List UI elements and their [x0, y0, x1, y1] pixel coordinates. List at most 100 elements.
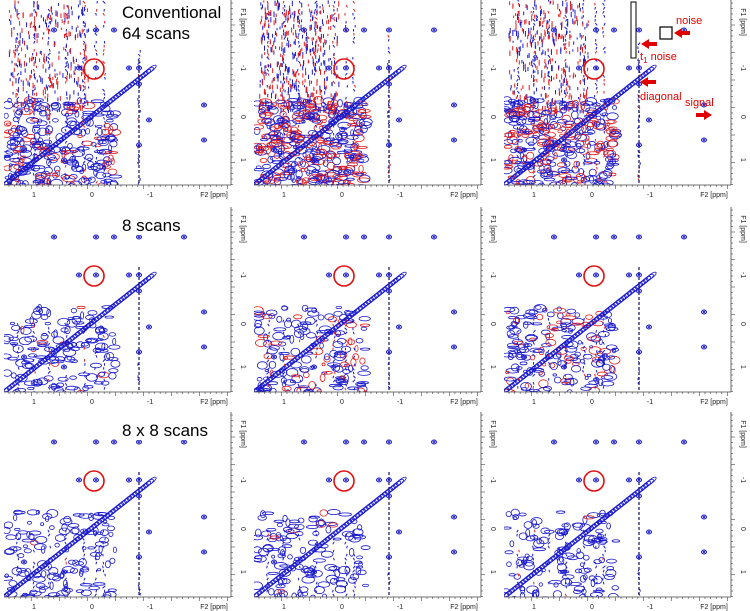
noise-streak [82, 12, 85, 16]
contour [55, 590, 69, 597]
contour [278, 351, 290, 356]
noise-streak [47, 24, 50, 28]
contour [82, 385, 89, 392]
x-tick-label: 1 [282, 399, 286, 406]
contour [101, 342, 106, 352]
contour [4, 335, 11, 345]
noise-streak [352, 0, 356, 4]
noise-streak [532, 10, 535, 14]
y-tick-label: 1 [739, 365, 746, 369]
diagonal-contour [360, 92, 372, 102]
diagonal-contour [140, 69, 152, 78]
noise-streak [564, 349, 568, 353]
peak [202, 310, 206, 314]
contour [276, 315, 283, 323]
noise-streak [602, 357, 606, 361]
contour [337, 139, 349, 144]
contour [4, 112, 9, 119]
noise-streak [602, 349, 606, 353]
noise-streak [602, 2, 605, 6]
contour [307, 310, 320, 317]
noise-streak [516, 122, 520, 126]
noise-streak [17, 16, 20, 20]
noise-streak [83, 92, 86, 96]
contour [97, 138, 109, 147]
contour [27, 353, 38, 358]
noise-streak [596, 333, 598, 337]
noise-streak [353, 8, 356, 12]
diagonal-contour [621, 291, 633, 300]
peak [594, 66, 598, 70]
contour [592, 122, 605, 130]
peak [432, 28, 436, 32]
noise-streak [594, 321, 597, 325]
contour [101, 594, 112, 597]
peak [93, 234, 99, 240]
noise-streak [352, 319, 354, 323]
contour [67, 183, 75, 185]
contour [62, 348, 77, 357]
contour [46, 509, 59, 518]
y-axis-label: F1 [ppm] [739, 8, 746, 36]
contour [560, 322, 568, 331]
contour [520, 387, 528, 391]
contour [299, 368, 310, 373]
noise-streak [549, 182, 551, 185]
contour [571, 110, 579, 120]
y-tick-label: 0 [739, 322, 746, 326]
contour [293, 329, 305, 338]
contour [356, 391, 359, 392]
noise-streak [94, 160, 97, 164]
peak [362, 28, 366, 32]
noise-streak [333, 335, 336, 339]
noise-streak [332, 80, 336, 84]
contour [28, 590, 42, 597]
diagonal-contour [110, 299, 122, 309]
noise-streak [94, 124, 97, 128]
noise-streak [583, 349, 586, 353]
noise-streak [387, 166, 391, 170]
noise-streak [297, 156, 301, 160]
noise-streak [352, 371, 355, 375]
contour [504, 117, 514, 124]
contour [352, 353, 360, 361]
contour [588, 346, 602, 355]
contour [607, 318, 613, 324]
contour [350, 129, 355, 137]
noise-streak [103, 330, 106, 334]
contour [4, 573, 9, 578]
diagonal-contour [645, 64, 657, 74]
contour [289, 334, 295, 344]
diagonal-contour [107, 301, 119, 311]
noise-streak [516, 130, 520, 134]
peak [94, 273, 98, 277]
diagonal-contour [621, 84, 633, 93]
contour [536, 141, 547, 147]
noise-streak [532, 321, 535, 325]
noise-streak [82, 80, 86, 84]
noise-streak [547, 138, 550, 142]
noise-streak [32, 104, 35, 108]
contour [322, 159, 329, 167]
contour [541, 159, 552, 165]
noise-streak [94, 132, 97, 136]
noise-streak [345, 339, 348, 343]
noise-streak [333, 16, 335, 20]
contour [607, 322, 616, 331]
contour [62, 187, 72, 190]
peak [62, 365, 66, 369]
noise-streak [595, 102, 598, 106]
x-tick-label: 1 [532, 399, 536, 406]
peak [302, 28, 306, 32]
peak [51, 234, 57, 240]
contour [571, 322, 582, 326]
contour [595, 123, 607, 131]
noise-streak [18, 112, 20, 116]
contour [295, 139, 306, 149]
contour [53, 329, 58, 338]
peak [627, 273, 631, 277]
diagonal-contour [534, 359, 545, 369]
noise-streak [283, 36, 286, 40]
contour [527, 141, 535, 147]
peak [327, 66, 331, 70]
